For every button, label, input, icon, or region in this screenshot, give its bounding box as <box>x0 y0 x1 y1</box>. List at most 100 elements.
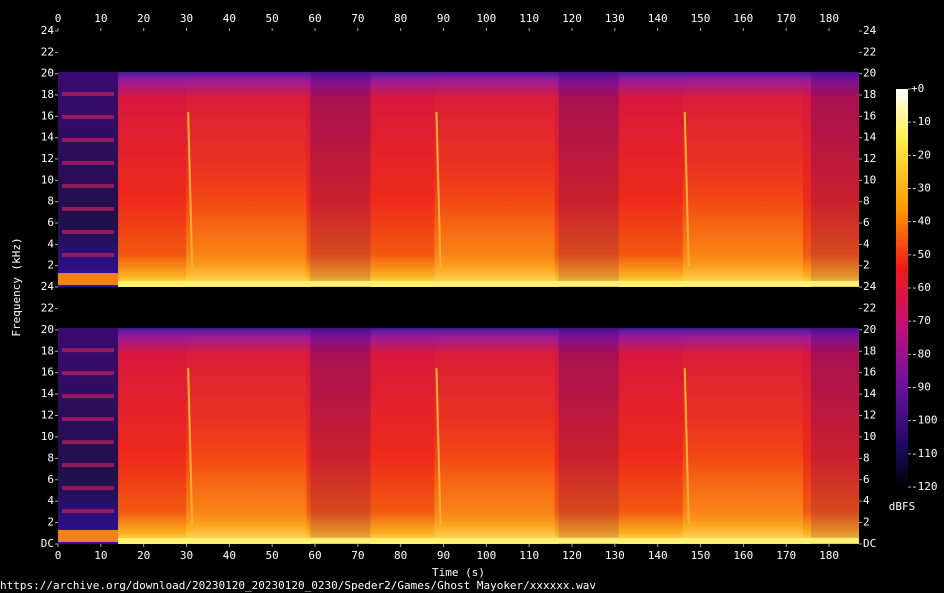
loud-section <box>434 328 555 544</box>
x-tick-label: 130 <box>605 12 625 25</box>
x-tick-label: 160 <box>733 549 753 562</box>
y-tick-label: 24 <box>863 24 877 37</box>
low-band <box>118 281 859 286</box>
y-tick-label: 10 <box>863 430 876 443</box>
source-url: https://archive.org/download/20230120_20… <box>0 579 596 592</box>
intro-tone <box>62 463 115 468</box>
low-band <box>118 538 859 543</box>
intro-tone <box>62 371 115 376</box>
loud-section <box>186 71 307 288</box>
colorbar-label: dBFS <box>889 500 916 513</box>
intro-section <box>58 328 119 544</box>
x-tick-label: 100 <box>476 549 496 562</box>
x-tick-label: 150 <box>691 12 711 25</box>
x-tick-label: 20 <box>137 12 150 25</box>
colorbar-tick-label: -70 <box>911 314 931 327</box>
y-tick-label: 20 <box>41 67 54 80</box>
quiet-section <box>558 71 619 288</box>
y-tick-label: 20 <box>863 67 876 80</box>
colorbar-tick-label: -20 <box>911 148 931 161</box>
x-tick-label: 60 <box>308 549 321 562</box>
colorbar-tick-label: -100 <box>911 414 938 427</box>
intro-tone <box>62 509 115 514</box>
y-tick-label: 2 <box>863 259 870 272</box>
x-tick-label: 0 <box>55 12 62 25</box>
x-tick-label: 110 <box>519 549 539 562</box>
x-tick-label: 140 <box>648 549 668 562</box>
y-tick-label: 4 <box>863 494 870 507</box>
x-tick-label: 80 <box>394 549 407 562</box>
intro-tone <box>62 160 115 165</box>
intro-tone <box>62 229 115 234</box>
x-tick-label: 110 <box>519 12 539 25</box>
x-tick-label: 180 <box>819 12 839 25</box>
y-tick-label: 4 <box>47 494 54 507</box>
x-tick-label: 170 <box>776 12 796 25</box>
x-tick-label: 10 <box>94 549 107 562</box>
y-tick-label: 4 <box>863 237 870 250</box>
y-tick-label: 24 <box>863 280 877 293</box>
intro-low <box>58 273 119 285</box>
x-tick-label: 70 <box>351 12 364 25</box>
intro-tone <box>62 348 115 353</box>
y-tick-label: 8 <box>863 195 870 208</box>
y-tick-label: 16 <box>863 366 876 379</box>
y-tick-label: 22 <box>41 45 54 58</box>
x-tick-label: 160 <box>733 12 753 25</box>
y-tick-label: 8 <box>47 451 54 464</box>
y-tick-label: 22 <box>41 301 54 314</box>
intro-tone <box>62 206 115 211</box>
y-tick-label: 2 <box>863 516 870 529</box>
colorbar-tick-label: -90 <box>911 381 931 394</box>
x-tick-label: 60 <box>308 12 321 25</box>
intro-section <box>58 71 119 288</box>
y-tick-label: 2 <box>47 259 54 272</box>
intro-tone <box>62 252 115 257</box>
colorbar-tick-label: -30 <box>911 182 931 195</box>
quiet-section <box>310 71 371 288</box>
y-tick-label: 24 <box>41 24 55 37</box>
loud-section <box>682 328 803 544</box>
sweep <box>187 368 194 525</box>
x-tick-label: 120 <box>562 549 582 562</box>
y-tick-label: 4 <box>47 237 54 250</box>
sweep <box>187 111 194 268</box>
y-tick-label: 22 <box>863 301 876 314</box>
y-tick-label: 18 <box>863 344 876 357</box>
y-tick-label: 18 <box>41 88 54 101</box>
x-tick-label: 10 <box>94 12 107 25</box>
intro-tone <box>62 486 115 491</box>
y-tick-label: 8 <box>863 451 870 464</box>
y-tick-label: 20 <box>863 323 876 336</box>
colorbar-tick-label: -50 <box>911 248 931 261</box>
x-tick-label: 150 <box>691 549 711 562</box>
sweep <box>435 111 442 268</box>
y-tick-label: 16 <box>863 109 876 122</box>
y-tick-label: 6 <box>863 473 870 486</box>
x-tick-label: 50 <box>266 549 279 562</box>
y-tick-label: 14 <box>863 387 877 400</box>
y-tick-label: 16 <box>41 366 54 379</box>
y-tick-label: 12 <box>863 152 876 165</box>
intro-tone <box>62 394 115 399</box>
x-tick-label: 40 <box>223 12 236 25</box>
x-tick-label: 80 <box>394 12 407 25</box>
colorbar-tick-label: -10 <box>911 115 931 128</box>
loud-section <box>434 71 555 288</box>
intro-tone <box>62 114 115 119</box>
colorbar-tick-label: -80 <box>911 347 931 360</box>
x-tick-label: 70 <box>351 549 364 562</box>
y-tick-label: 18 <box>41 344 54 357</box>
y-tick-label: 6 <box>47 473 54 486</box>
sweep <box>435 368 442 525</box>
x-tick-label: 100 <box>476 12 496 25</box>
y-tick-label: 14 <box>863 131 877 144</box>
intro-tone <box>62 440 115 445</box>
colorbar-tick-label: -60 <box>911 281 931 294</box>
x-tick-label: 30 <box>180 12 193 25</box>
y-tick-label: 8 <box>47 195 54 208</box>
intro-low <box>58 530 119 542</box>
colorbar-tick-label: +0 <box>911 82 924 95</box>
